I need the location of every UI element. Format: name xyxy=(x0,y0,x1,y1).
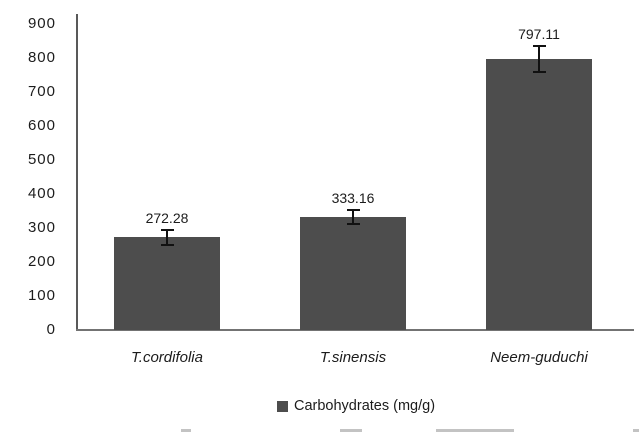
y-axis-line xyxy=(76,14,78,330)
error-bar-bottom-cap xyxy=(532,70,546,73)
error-bar xyxy=(538,45,540,73)
y-axis-tick-label: 200 xyxy=(27,253,56,270)
error-bar xyxy=(166,228,168,247)
y-axis-tick-label: 700 xyxy=(27,83,56,100)
error-bar-top-cap xyxy=(532,45,546,48)
cropped-caption-fragment xyxy=(181,429,191,432)
y-axis-tick-label: 800 xyxy=(27,49,56,66)
y-axis-tick-label: 600 xyxy=(27,117,56,134)
y-axis-tick-label: 500 xyxy=(27,151,56,168)
error-bar-bottom-cap xyxy=(346,222,360,225)
legend: Carbohydrates (mg/g) xyxy=(277,398,435,414)
error-bar-top-cap xyxy=(160,228,174,231)
y-axis-tick-label: 300 xyxy=(27,219,56,236)
x-axis-category-label: T.cordifolia xyxy=(131,349,203,366)
cropped-caption-fragment xyxy=(633,429,639,432)
x-axis-category-label: T.sinensis xyxy=(319,349,387,366)
legend-square-icon xyxy=(277,400,288,412)
cropped-caption-fragment xyxy=(436,429,514,432)
y-axis-tick-label: 900 xyxy=(27,15,56,32)
bar xyxy=(486,58,592,330)
value-label: 272.28 xyxy=(145,209,189,226)
x-axis-line xyxy=(76,329,634,331)
error-bar xyxy=(352,208,354,225)
y-axis-tick-label: 0 xyxy=(46,321,56,338)
value-label: 797.11 xyxy=(518,26,560,43)
x-axis-category-label: Neem-guduchi xyxy=(490,349,588,366)
cropped-caption-fragment xyxy=(340,429,362,432)
legend-label: Carbohydrates (mg/g) xyxy=(294,398,436,414)
bar xyxy=(114,237,220,330)
y-axis-tick-label: 100 xyxy=(27,287,56,304)
error-bar-top-cap xyxy=(346,208,360,211)
error-bar-bottom-cap xyxy=(160,244,174,247)
bar xyxy=(300,216,406,330)
value-label: 333.16 xyxy=(331,189,375,206)
y-axis-tick-label: 400 xyxy=(27,185,56,202)
